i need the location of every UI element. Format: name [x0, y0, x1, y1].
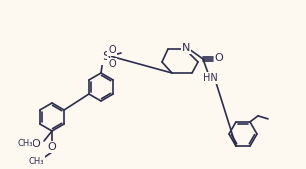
- Text: CH₃: CH₃: [28, 156, 44, 165]
- Text: O: O: [48, 142, 56, 152]
- Text: CH₃: CH₃: [17, 139, 32, 148]
- Text: S: S: [102, 51, 110, 64]
- Text: N: N: [182, 43, 190, 53]
- Text: HN: HN: [203, 73, 217, 83]
- Text: O: O: [108, 45, 116, 55]
- Text: O: O: [108, 59, 116, 69]
- Text: O: O: [32, 139, 40, 149]
- Text: O: O: [215, 53, 223, 63]
